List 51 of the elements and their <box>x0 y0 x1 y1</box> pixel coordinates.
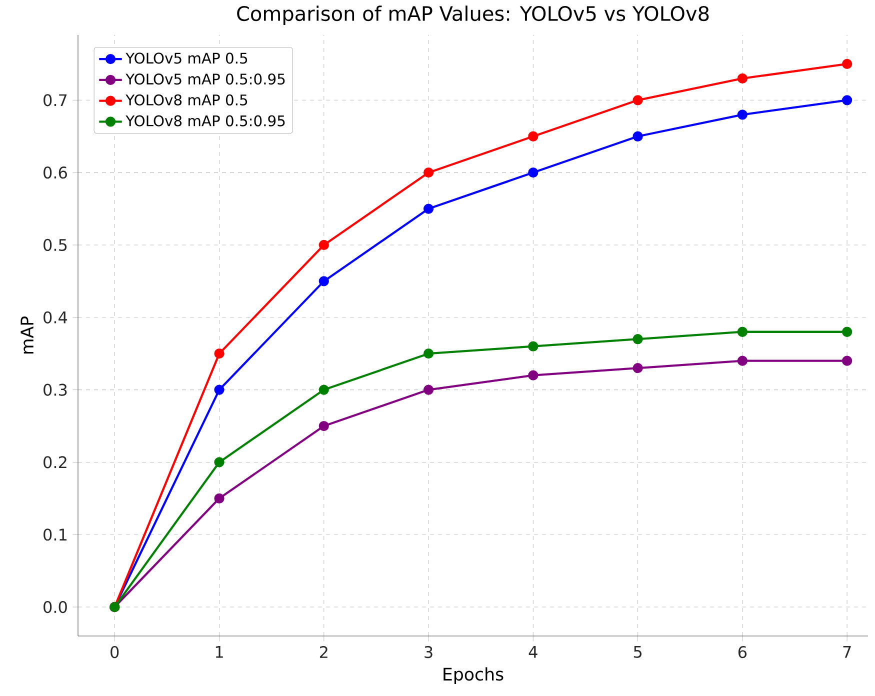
point <box>737 356 748 366</box>
point <box>318 276 329 286</box>
x-tick-label: 1 <box>216 646 223 658</box>
point <box>528 168 538 178</box>
x-tick-label: 3 <box>424 646 432 658</box>
point <box>842 326 852 337</box>
y-axis-title: mAP <box>20 316 34 354</box>
x-tick-label: 4 <box>528 646 538 658</box>
legend-label: YOLOv8 mAP 0.5 <box>126 94 248 106</box>
point <box>423 348 434 359</box>
point <box>632 131 643 142</box>
point <box>528 131 538 142</box>
point <box>528 370 538 380</box>
x-tick-label: 6 <box>738 646 747 658</box>
point <box>318 384 329 395</box>
chart-title: Comparison of mAP Values: YOLOv5 vs YOLOv8 <box>237 6 709 25</box>
point <box>423 384 434 395</box>
x-tick-label: 7 <box>843 646 851 658</box>
point <box>737 326 748 337</box>
point <box>423 204 434 214</box>
point <box>842 58 852 70</box>
point <box>737 110 748 120</box>
point <box>632 334 643 344</box>
point <box>528 341 538 352</box>
point <box>318 240 329 250</box>
x-tick-label: 0 <box>110 646 119 658</box>
y-tick-label: 0.2 <box>44 456 66 468</box>
point <box>737 73 748 84</box>
point <box>214 457 224 468</box>
legend-label: YOLOv8 mAP 0.5:0.95 <box>126 115 285 126</box>
point <box>318 420 329 432</box>
point <box>632 95 643 106</box>
point <box>842 95 852 106</box>
legend-label: YOLOv5 mAP 0.5 <box>126 52 248 64</box>
point <box>842 356 852 366</box>
x-tick-label: 5 <box>634 646 642 658</box>
x-tick-label: 2 <box>320 646 328 658</box>
point <box>632 363 643 374</box>
y-tick-label: 0.4 <box>44 311 68 324</box>
y-tick-label: 0.5 <box>44 238 67 252</box>
y-tick-label: 0.6 <box>44 166 67 179</box>
y-tick-label: 0.7 <box>44 94 67 106</box>
point <box>423 168 434 178</box>
y-tick-label: 0.3 <box>44 384 67 396</box>
x-axis-title: Epochs <box>444 667 504 684</box>
point <box>214 384 224 395</box>
point <box>214 493 224 504</box>
point <box>214 348 224 359</box>
y-tick-label: 0.1 <box>44 528 66 541</box>
legend-label: YOLOv5 mAP 0.5:0.95 <box>126 74 285 85</box>
y-tick-label: 0.0 <box>44 600 67 614</box>
